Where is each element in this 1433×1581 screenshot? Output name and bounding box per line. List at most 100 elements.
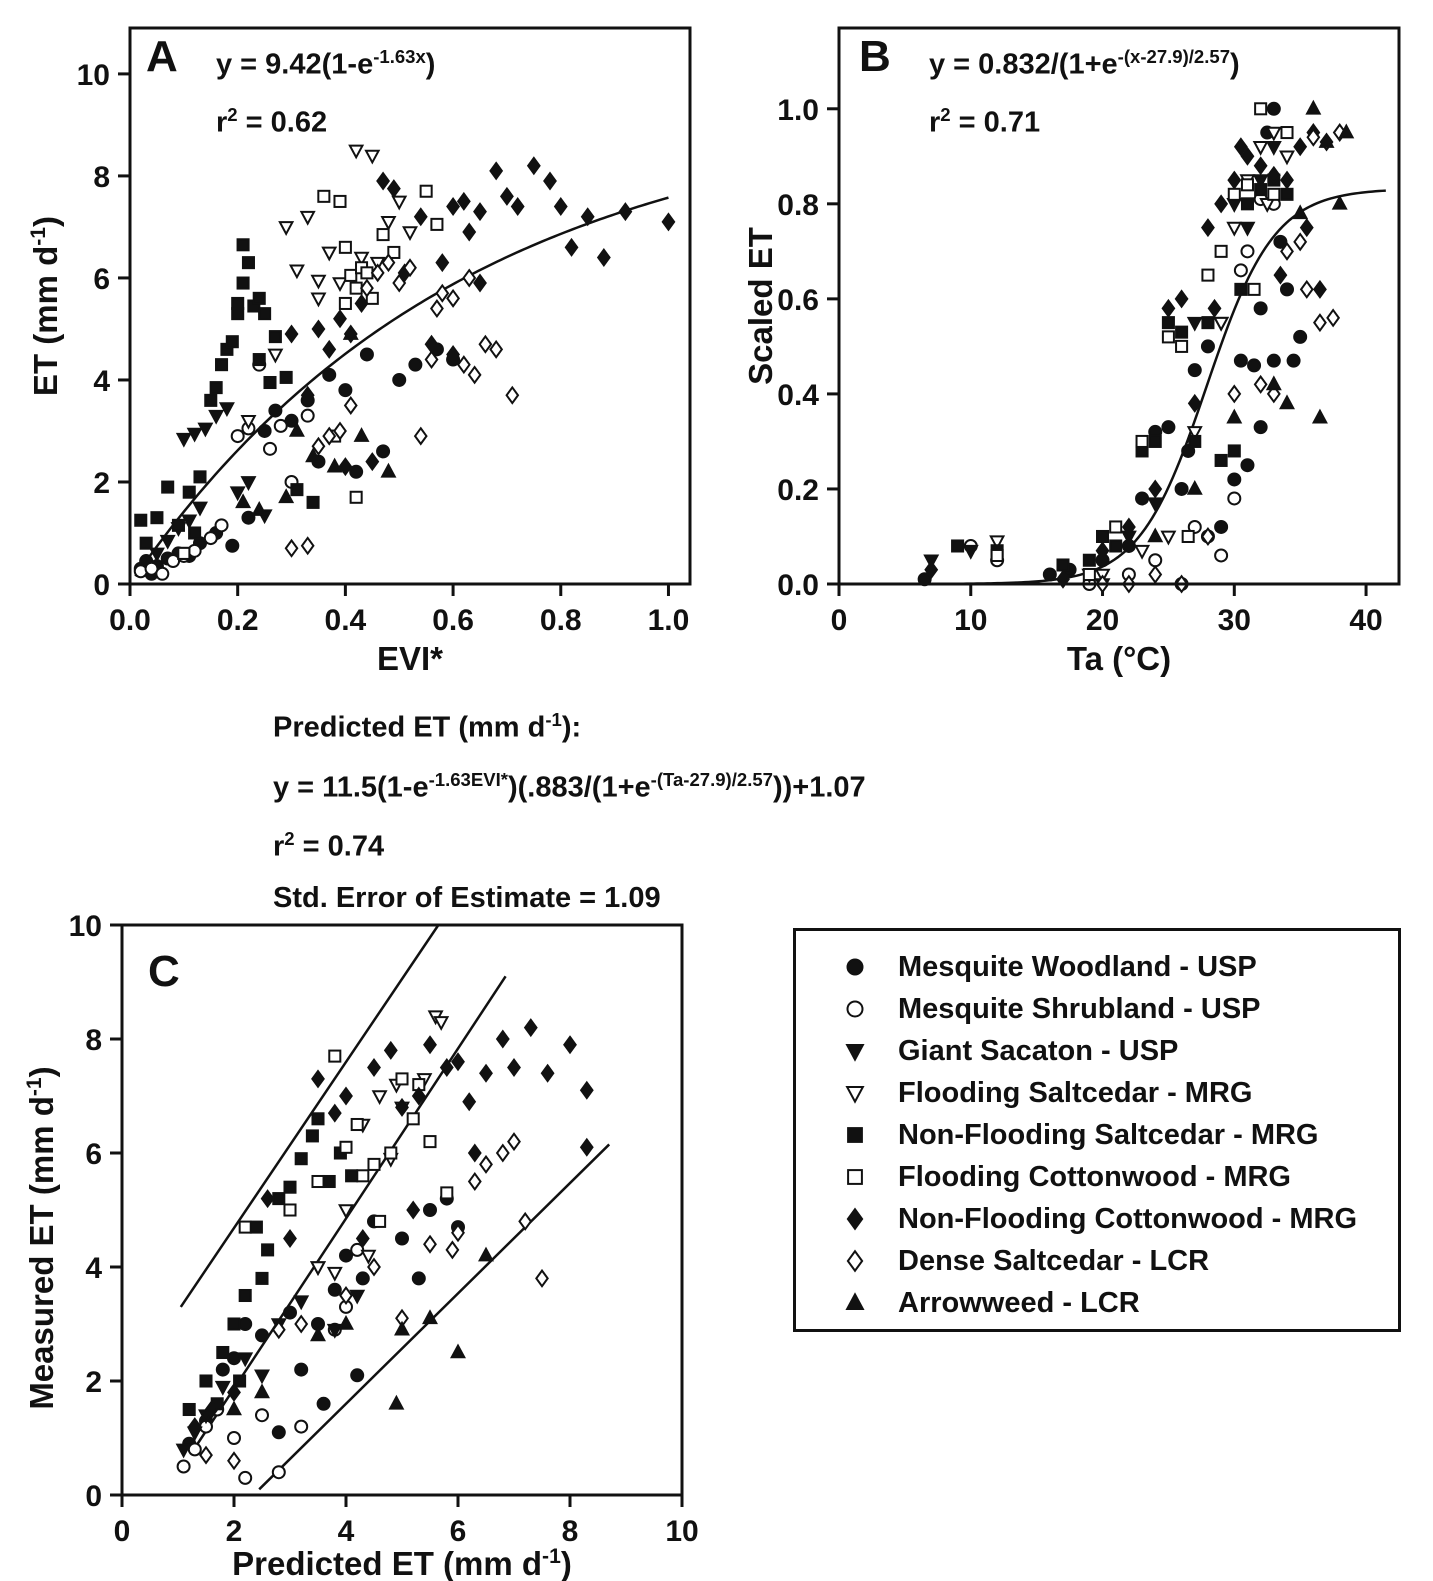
legend-marker-non_flooding_cottonwood: [846, 1207, 864, 1231]
point-non_flooding_cottonwood: [339, 1086, 353, 1106]
point-giant_sacaton: [181, 514, 198, 530]
panel-a-y-axis-title: ET (mm d-1): [27, 215, 64, 397]
point-mesquite_woodland: [1280, 282, 1294, 297]
point-mesquite_shrubland: [271, 1465, 286, 1480]
point-non_flooding_saltcedar: [182, 1402, 196, 1417]
point-non_flooding_cottonwood: [580, 207, 595, 227]
panel-b-x-axis-title: Ta (°C): [1066, 640, 1172, 677]
point-flooding_saltcedar: [371, 1090, 388, 1106]
point-non_flooding_cottonwood: [406, 1200, 421, 1220]
point-dense_saltcedar: [423, 1234, 437, 1254]
point-non_flooding_saltcedar: [283, 1180, 297, 1194]
y-tick-label: 6: [93, 263, 110, 296]
point-giant_sacaton: [186, 427, 203, 443]
point-non_flooding_cottonwood: [322, 339, 337, 359]
panel-c: 0 2 4 6 8 10 0 2 4 6 8 10 C Measured ET (mm d-1) Pr…: [0, 903, 716, 1581]
point-mesquite_shrubland: [273, 418, 288, 433]
point-non_flooding_saltcedar: [1227, 444, 1241, 458]
panel-b: 0 10 20 30 40 0.0 0.2 0.4 0.6 0.8 1.0 B y = 0.832/…: [717, 0, 1433, 700]
point-giant_sacaton: [962, 544, 979, 560]
point-flooding_cottonwood: [1181, 529, 1195, 543]
point-non_flooding_cottonwood: [462, 1092, 477, 1112]
point-mesquite_woodland: [392, 372, 407, 387]
point-arrowweed: [1318, 133, 1335, 148]
prediction-equation-block: Predicted ET (mm d-1): y = 11.5(1-e-1.63…: [273, 694, 866, 924]
point-mesquite_woodland: [1161, 420, 1176, 435]
point-dense_saltcedar: [445, 1240, 460, 1260]
point-non_flooding_cottonwood: [526, 156, 541, 176]
point-non_flooding_saltcedar: [290, 483, 304, 497]
point-flooding_cottonwood: [283, 1203, 297, 1217]
panel-c-plot: 0 2 4 6 8 10 0 2 4 6 8 10: [69, 910, 699, 1548]
legend-marker-giant_sacaton: [845, 1044, 865, 1062]
point-mesquite_shrubland: [1240, 244, 1255, 259]
point-arrowweed: [1305, 99, 1322, 115]
point-flooding_saltcedar: [288, 264, 305, 280]
point-non_flooding_saltcedar: [1175, 325, 1189, 339]
point-non_flooding_cottonwood: [579, 1137, 594, 1157]
point-non_flooding_cottonwood: [1299, 218, 1314, 238]
point-dense_saltcedar: [271, 1320, 286, 1340]
point-non_flooding_cottonwood: [543, 171, 557, 191]
point-mesquite_woodland: [1273, 234, 1288, 249]
point-giant_sacaton: [240, 476, 257, 491]
point-flooding_cottonwood: [1240, 178, 1254, 192]
point-flooding_cottonwood: [430, 217, 444, 231]
point-giant_sacaton: [148, 547, 165, 563]
point-mesquite_shrubland: [203, 531, 218, 546]
point-arrowweed: [1265, 375, 1282, 391]
legend-item-dense_saltcedar: Dense Saltcedar - LCR: [796, 1240, 1398, 1282]
x-tick-label: 10: [954, 604, 987, 637]
point-flooding_cottonwood: [328, 1049, 342, 1063]
point-non_flooding_cottonwood: [1233, 137, 1248, 157]
point-flooding_cottonwood: [376, 228, 390, 242]
point-flooding_saltcedar: [433, 1016, 450, 1031]
point-dense_saltcedar: [446, 288, 461, 308]
point-dense_saltcedar: [535, 1268, 549, 1288]
point-flooding_cottonwood: [1135, 434, 1149, 448]
reference-line: [179, 924, 440, 1308]
point-non_flooding_saltcedar: [1082, 553, 1096, 567]
point-flooding_saltcedar: [1279, 150, 1295, 166]
point-non_flooding_cottonwood: [260, 1189, 275, 1209]
point-giant_sacaton: [192, 501, 208, 517]
point-mesquite_woodland: [1293, 329, 1308, 344]
point-flooding_cottonwood: [339, 1140, 353, 1154]
point-flooding_cottonwood: [311, 1174, 325, 1189]
point-dense_saltcedar: [370, 263, 385, 283]
plot-border: [128, 26, 692, 586]
point-arrowweed: [1226, 408, 1243, 424]
point-giant_sacaton: [1186, 316, 1203, 332]
point-non_flooding_saltcedar: [305, 1129, 319, 1143]
point-mesquite_shrubland: [1214, 548, 1229, 563]
point-flooding_cottonwood: [1082, 567, 1096, 582]
point-mesquite_woodland: [395, 1231, 409, 1246]
point-mesquite_woodland: [1200, 339, 1215, 354]
point-non_flooding_cottonwood: [563, 1035, 577, 1055]
point-non_flooding_cottonwood: [1207, 298, 1222, 318]
point-non_flooding_saltcedar: [1109, 539, 1123, 553]
point-dense_saltcedar: [1306, 127, 1321, 147]
legend-label: Mesquite Shrubland - USP: [898, 992, 1261, 1025]
point-non_flooding_cottonwood: [507, 1058, 521, 1077]
tri-down-open-icon: [845, 1086, 865, 1104]
point-non_flooding_saltcedar: [263, 375, 277, 390]
panel-b-plot: 0 10 20 30 40 0.0 0.2 0.4 0.6 0.8 1.0: [777, 26, 1401, 637]
point-non_flooding_saltcedar: [279, 370, 293, 384]
point-flooding_saltcedar: [310, 274, 327, 290]
point-non_flooding_saltcedar: [139, 536, 153, 550]
point-non_flooding_cottonwood: [579, 1080, 594, 1100]
point-non_flooding_cottonwood: [187, 1417, 202, 1437]
point-arrowweed: [1292, 204, 1309, 220]
point-non_flooding_cottonwood: [462, 222, 477, 242]
point-non_flooding_saltcedar: [1096, 529, 1110, 543]
point-non_flooding_saltcedar: [345, 1169, 359, 1183]
point-dense_saltcedar: [1201, 526, 1215, 546]
point-arrowweed: [1311, 408, 1328, 424]
point-flooding_cottonwood: [990, 548, 1004, 563]
point-flooding_saltcedar: [391, 195, 408, 211]
point-flooding_cottonwood: [367, 1157, 381, 1171]
y-tick-label: 10: [69, 910, 102, 943]
point-non_flooding_saltcedar: [236, 276, 250, 290]
circle-open-icon: [846, 1000, 864, 1018]
